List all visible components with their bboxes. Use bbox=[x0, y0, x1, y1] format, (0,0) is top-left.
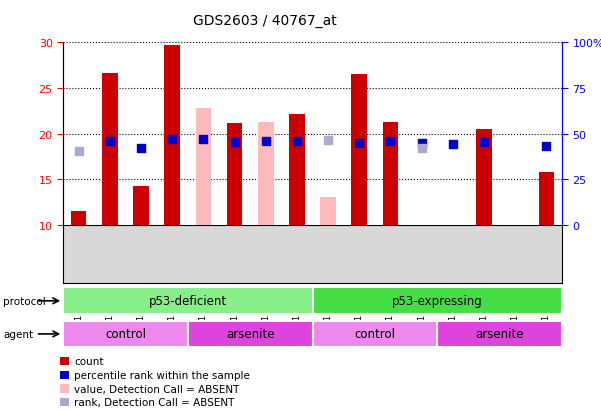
Bar bbox=[313, 321, 438, 347]
Text: agent: agent bbox=[3, 329, 33, 339]
Text: p53-deficient: p53-deficient bbox=[149, 294, 227, 308]
Point bbox=[136, 145, 146, 152]
Text: control: control bbox=[355, 328, 395, 341]
Bar bbox=[102, 74, 118, 225]
Point bbox=[417, 140, 427, 147]
Point bbox=[198, 136, 208, 143]
Point bbox=[386, 138, 395, 145]
Text: value, Detection Call = ABSENT: value, Detection Call = ABSENT bbox=[74, 384, 239, 394]
Text: control: control bbox=[105, 328, 146, 341]
Text: count: count bbox=[74, 356, 103, 366]
Text: protocol: protocol bbox=[3, 296, 46, 306]
Text: rank, Detection Call = ABSENT: rank, Detection Call = ABSENT bbox=[74, 397, 234, 407]
Point bbox=[230, 139, 239, 146]
Bar bbox=[63, 288, 313, 314]
Bar bbox=[165, 46, 180, 225]
Point bbox=[261, 138, 270, 145]
Point bbox=[105, 138, 115, 145]
Bar bbox=[313, 288, 562, 314]
Text: arsenite: arsenite bbox=[226, 328, 275, 341]
Point bbox=[542, 143, 551, 150]
Bar bbox=[352, 75, 367, 225]
Bar bbox=[476, 130, 492, 225]
Bar bbox=[188, 321, 313, 347]
Bar bbox=[383, 122, 398, 225]
Bar bbox=[133, 187, 149, 225]
Bar bbox=[195, 109, 211, 225]
Bar bbox=[320, 198, 336, 225]
Point bbox=[168, 136, 177, 143]
Text: p53-expressing: p53-expressing bbox=[392, 294, 483, 308]
Bar bbox=[438, 321, 562, 347]
Point bbox=[417, 145, 427, 152]
Point bbox=[323, 138, 333, 144]
Bar bbox=[227, 123, 242, 225]
Point bbox=[292, 138, 302, 145]
Text: percentile rank within the sample: percentile rank within the sample bbox=[74, 370, 250, 380]
Text: arsenite: arsenite bbox=[475, 328, 524, 341]
Point bbox=[479, 139, 489, 146]
Bar bbox=[71, 211, 87, 225]
Bar bbox=[289, 114, 305, 225]
Bar bbox=[63, 321, 188, 347]
Bar bbox=[258, 122, 273, 225]
Point bbox=[74, 148, 84, 155]
Point bbox=[355, 140, 364, 147]
Point bbox=[448, 141, 457, 147]
Bar bbox=[538, 172, 554, 225]
Text: GDS2603 / 40767_at: GDS2603 / 40767_at bbox=[192, 14, 337, 28]
